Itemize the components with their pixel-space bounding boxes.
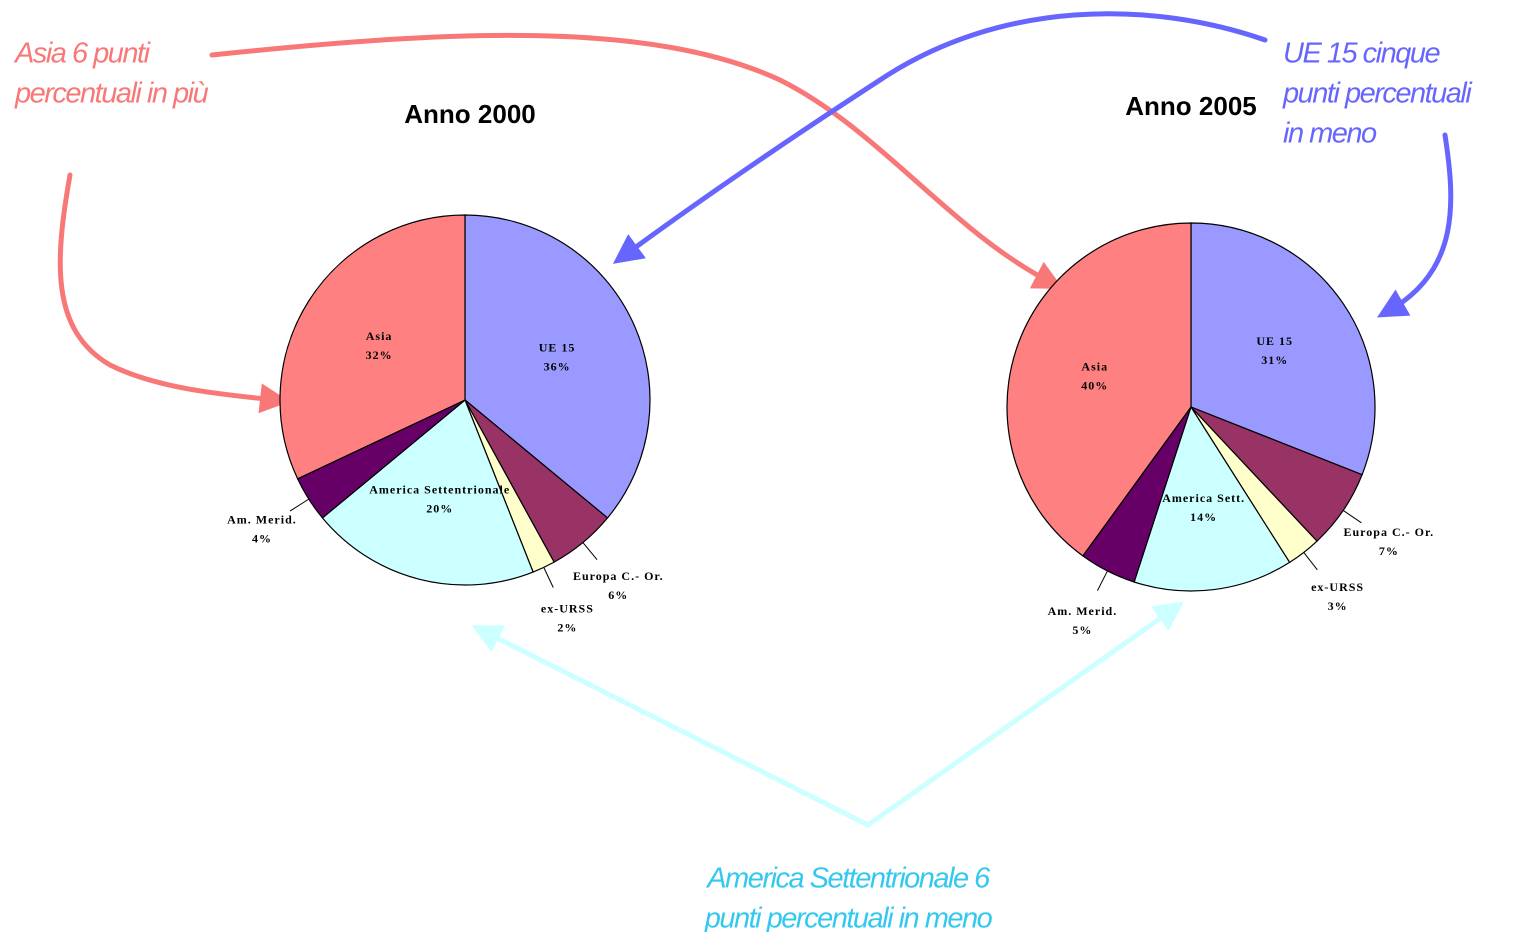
slice-value: 7% [1379, 544, 1399, 558]
chart-title: Anno 2005 [1125, 91, 1257, 121]
leader-line [582, 542, 598, 560]
slice-label: ex-URSS [541, 601, 594, 615]
slice-label: Asia [1081, 359, 1108, 373]
pie-slice [1006, 222, 1192, 557]
slice-value: 40% [1081, 378, 1108, 392]
leader-line [289, 498, 310, 512]
slice-value: 14% [1190, 510, 1217, 524]
annotation: UE 15 cinque [1283, 38, 1440, 70]
slice-value: 4% [252, 532, 272, 546]
slice-label: Europa C.- Or. [1343, 525, 1434, 539]
arrow [57, 172, 290, 414]
slice-value: 32% [366, 348, 393, 362]
slice-label: Europa C.- Or. [573, 569, 664, 583]
slice-label: Am. Merid. [227, 513, 297, 527]
slice-label: Asia [366, 329, 393, 343]
leader-line [1096, 570, 1108, 591]
slice-value: 2% [557, 620, 577, 634]
slice-label: UE 15 [539, 340, 576, 354]
slice-value: 36% [544, 359, 571, 373]
arrow [209, 32, 1064, 289]
slice-label: UE 15 [1256, 334, 1293, 348]
slice-label: America Settentrionale [369, 482, 510, 496]
leader-line [543, 567, 554, 588]
arrow [1376, 132, 1454, 318]
pie-slice [1190, 222, 1376, 476]
slice-value: 3% [1328, 599, 1348, 613]
slice-value: 31% [1261, 353, 1288, 367]
slice-label: America Sett. [1162, 491, 1245, 505]
annotation: punti percentuali [1282, 78, 1473, 110]
pie-slice [1133, 405, 1291, 592]
annotation: Asia 6 punti [13, 38, 152, 70]
pie-slice [464, 214, 651, 519]
pie-slice [279, 214, 466, 480]
arrows [57, 11, 1454, 828]
leader-line [1303, 552, 1318, 571]
slice-label: ex-URSS [1311, 580, 1364, 594]
arrow [612, 11, 1268, 264]
annotation: punti percentuali in meno [704, 903, 993, 932]
chart-title: Anno 2000 [404, 99, 536, 129]
slice-value: 6% [608, 588, 628, 602]
annotation: in meno [1283, 118, 1377, 150]
slice-label: Am. Merid. [1048, 604, 1118, 618]
leader-line [1342, 510, 1362, 524]
arrow [865, 601, 1185, 828]
pie-slice [321, 399, 534, 586]
slice-value: 5% [1072, 623, 1092, 637]
arrow [471, 625, 871, 828]
slice-value: 20% [426, 501, 453, 515]
annotation: percentuali in più [14, 78, 209, 110]
annotation: America Settentrionale 6 [705, 863, 991, 895]
